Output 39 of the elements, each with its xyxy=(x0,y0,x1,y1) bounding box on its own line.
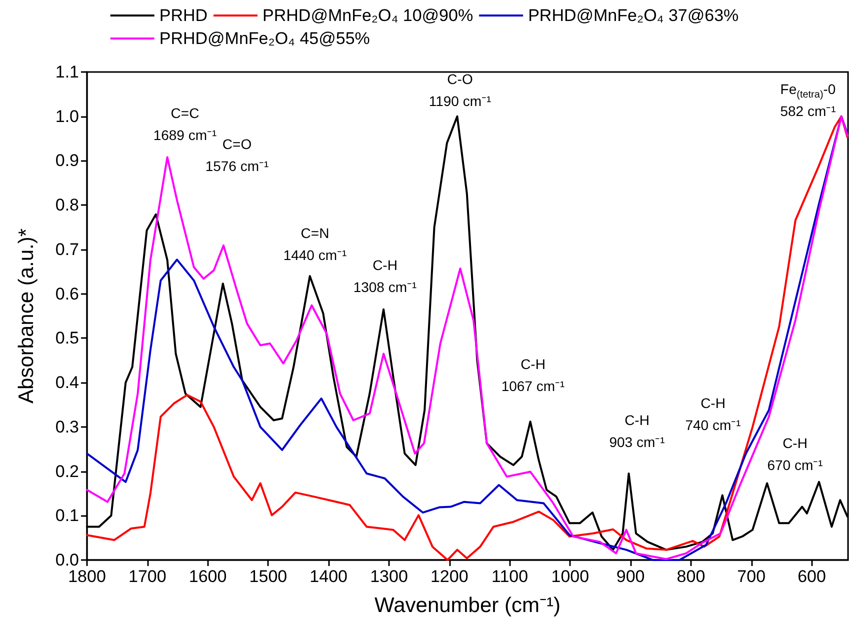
y-tick-label: 0.8 xyxy=(55,196,79,215)
x-tick-label: 1100 xyxy=(491,567,528,586)
annotation: C=C 1689 cm⁻¹ xyxy=(153,105,218,143)
x-tick-label: 900 xyxy=(616,567,645,586)
x-tick-label: 1000 xyxy=(551,567,590,586)
legend-label: PRHD xyxy=(159,6,208,25)
annotation: C-H 670 cm⁻¹ xyxy=(767,435,824,473)
x-tick-label: 1400 xyxy=(310,567,348,586)
y-tick-label: 1.0 xyxy=(55,106,79,126)
x-tick-label: 1600 xyxy=(188,567,227,586)
annotation: C-O 1190 cm⁻¹ xyxy=(428,71,492,109)
y-tick-label: 0.4 xyxy=(55,373,79,392)
annotation: C=N 1440 cm⁻¹ xyxy=(283,225,348,263)
legend-label: PRHD@MnFe₂O₄ 37@63% xyxy=(528,6,739,25)
y-tick-label: 0.0 xyxy=(55,550,79,570)
y-tick-label: 0.2 xyxy=(55,462,79,481)
x-tick-label: 1800 xyxy=(68,567,106,586)
annotation: C-H 740 cm⁻¹ xyxy=(685,395,742,433)
x-axis-title: Wavenumber (cm⁻¹) xyxy=(374,594,560,617)
y-tick-label: 0.5 xyxy=(55,328,79,348)
y-tick-label: 0.1 xyxy=(55,506,79,526)
legend-label: PRHD@MnFe₂O₄ 10@90% xyxy=(262,6,474,25)
x-tick-label: 1500 xyxy=(249,567,288,586)
annotation: C-H 903 cm⁻¹ xyxy=(609,412,666,450)
y-tick-label: 0.7 xyxy=(55,240,79,259)
y-tick-label: 1.1 xyxy=(55,62,79,82)
y-tick-label: 0.3 xyxy=(55,417,79,436)
y-axis-title: Absorbance (a.u.)* xyxy=(15,228,38,404)
annotation: C-H 1067 cm⁻¹ xyxy=(501,356,566,394)
annotation: C-H 1308 cm⁻¹ xyxy=(353,257,418,295)
x-tick-label: 1700 xyxy=(128,567,166,586)
x-tick-label: 600 xyxy=(798,567,826,586)
x-tick-label: 1200 xyxy=(430,567,468,586)
y-tick-label: 0.6 xyxy=(55,284,79,304)
y-tick-label: 0.9 xyxy=(55,151,79,170)
legend-label: PRHD@MnFe₂O₄ 45@55% xyxy=(159,29,370,48)
x-tick-label: 700 xyxy=(737,567,766,586)
x-tick-label: 1300 xyxy=(370,567,408,586)
x-tick-label: 800 xyxy=(676,567,706,586)
